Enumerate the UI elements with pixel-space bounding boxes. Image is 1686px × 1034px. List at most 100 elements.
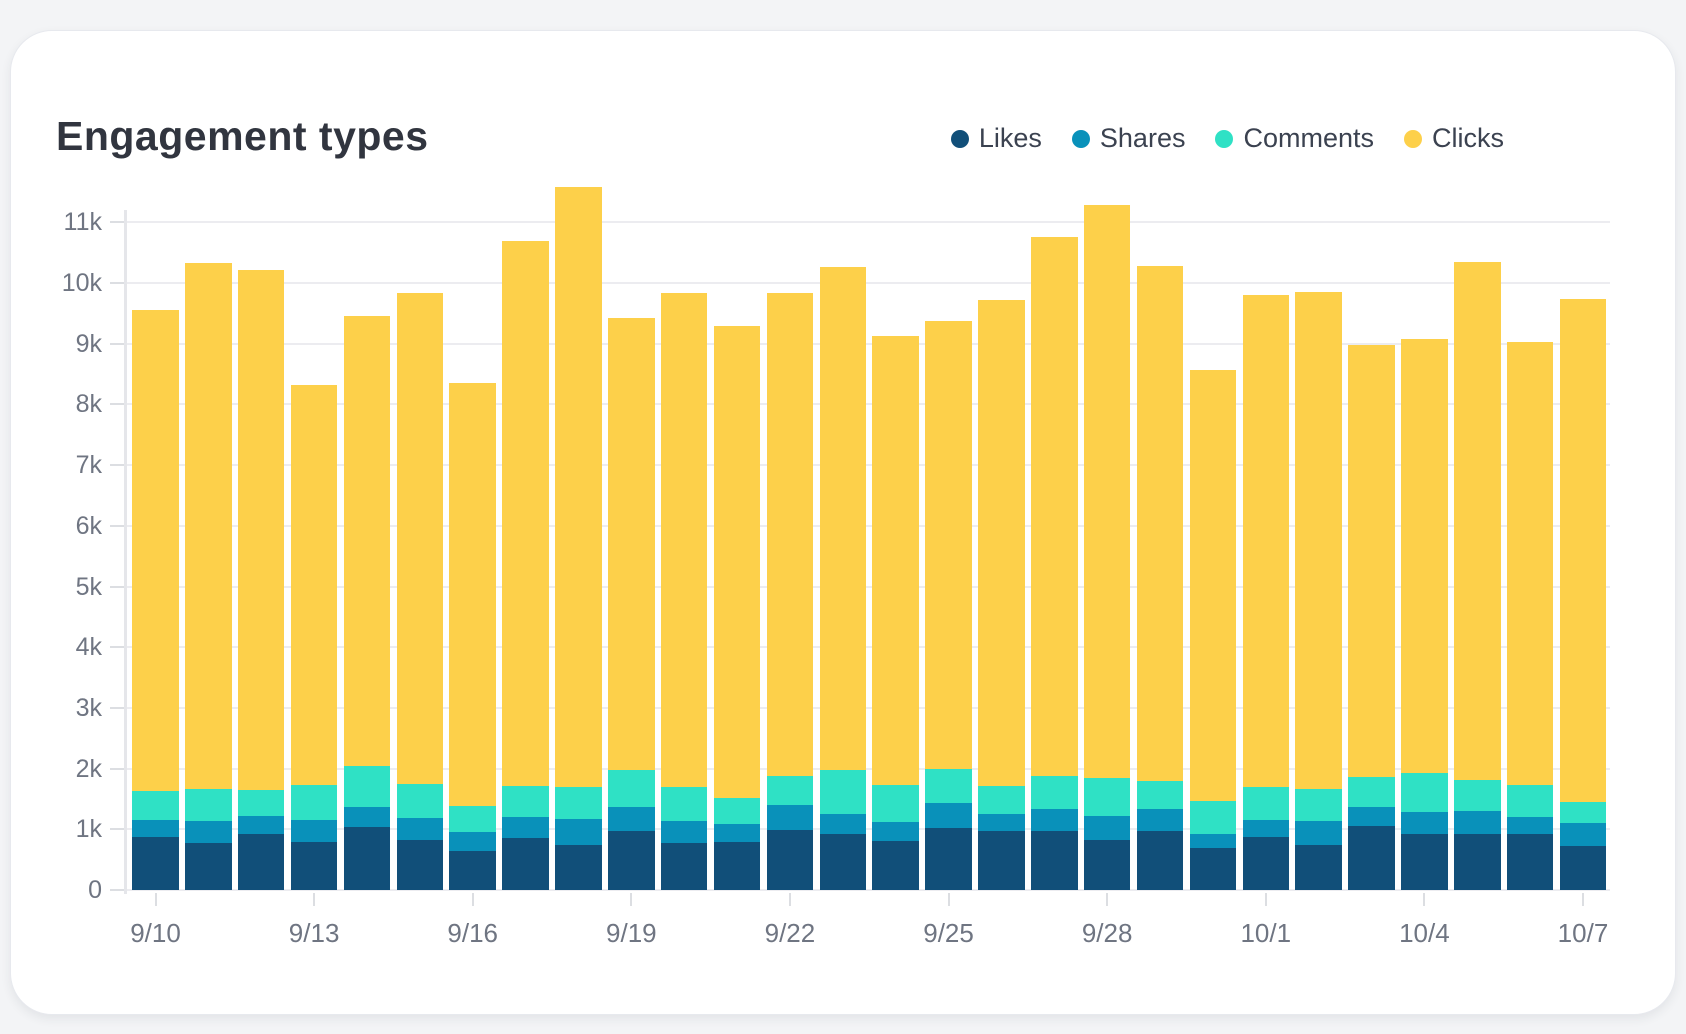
x-axis-label: 9/22 [764,918,816,948]
clicks-segment [925,321,972,769]
likes-segment [1189,847,1237,890]
bar-9-21 [713,326,761,890]
x-axis-tick [1423,893,1426,906]
comments-segment [660,787,708,821]
y-axis-label: 11k [63,208,102,237]
legend-label: Clicks [1432,123,1504,153]
shares-segment [1559,822,1607,847]
shares-segment [396,817,444,840]
bar-10-5 [1454,261,1501,890]
gridline-4k [126,646,1610,649]
likes-segment [819,834,867,890]
likes-segment [713,842,761,890]
legend-dot-shares-icon [1071,129,1090,148]
clicks-segment [449,383,496,807]
x-axis-tick [154,893,157,906]
y-axis-tick [110,767,124,770]
shares-segment [766,805,814,830]
x-axis-tick [788,893,791,906]
comments-segment [925,768,972,803]
likes-segment [608,831,655,890]
comments-segment [1559,802,1607,823]
likes-segment [978,830,1025,890]
legend-item-likes[interactable]: Likes [950,123,1042,154]
legend-dot-comments-icon [1215,129,1234,148]
legend-item-shares[interactable]: Shares [1071,123,1186,154]
bar-9-15 [396,292,444,890]
comments-segment [713,797,761,825]
y-axis-tick [110,646,124,649]
bar-9-16 [449,383,496,890]
bar-9-26 [978,300,1025,890]
shares-segment [1189,833,1237,848]
y-axis-label: 9k [75,329,102,358]
likes-segment [1401,834,1448,890]
likes-segment [132,837,179,890]
bar-9-18 [555,186,602,890]
comments-segment [978,785,1025,814]
shares-segment [1242,819,1290,837]
y-axis-label: 8k [75,390,102,419]
likes-segment [872,840,919,890]
gridline-2k [126,767,1610,770]
clicks-segment [502,240,549,786]
shares-segment [1136,809,1184,831]
comments-segment [1189,800,1237,834]
x-axis-tick [313,893,316,906]
likes-segment [1242,836,1290,890]
legend-label: Likes [978,123,1042,153]
clicks-segment [713,326,761,798]
clicks-segment [608,318,655,771]
comments-segment [449,806,496,833]
comments-segment [819,769,867,815]
shares-segment [925,802,972,829]
comments-segment [1242,786,1290,820]
likes-segment [1348,825,1395,890]
bar-9-23 [819,266,867,890]
bar-9-13 [290,385,338,890]
clicks-segment [1295,291,1342,790]
y-axis-tick [110,524,124,527]
clicks-segment [1506,341,1554,785]
shares-segment [819,814,867,835]
y-axis-label: 5k [75,572,102,601]
bar-9-29 [1136,266,1184,890]
bar-9-10 [132,310,179,890]
comments-segment [1083,778,1131,816]
y-axis-label: 2k [75,754,102,783]
comments-segment [1506,785,1554,817]
shares-segment [1031,809,1078,831]
x-axis-label: 9/28 [1081,918,1133,948]
shares-segment [502,816,549,839]
clicks-segment [290,385,338,786]
shares-segment [343,806,391,827]
clicks-segment [1136,266,1184,782]
comments-segment [608,770,655,808]
clicks-segment [396,292,444,784]
y-axis-label: 0 [88,876,102,904]
shares-segment [555,819,602,846]
legend-item-clicks[interactable]: Clicks [1404,123,1504,154]
gridline-10k [126,282,1610,284]
comments-segment [343,765,391,807]
shares-segment [1295,820,1342,846]
clicks-segment [1083,205,1131,779]
x-axis-tick [1264,893,1267,906]
bar-9-28 [1083,205,1131,890]
comments-segment [766,775,814,806]
legend-dot-clicks-icon [1404,129,1422,148]
legend-item-comments[interactable]: Comments [1215,123,1374,154]
likes-segment [1083,840,1131,890]
y-axis-tick [110,342,124,345]
gridline-1k [126,828,1610,831]
y-axis-tick [110,828,124,831]
shares-segment [290,820,338,843]
comments-segment [502,785,549,817]
bar-10-3 [1348,344,1395,890]
shares-segment [185,821,232,843]
y-axis-label: 6k [75,511,102,540]
legend-label: Shares [1099,123,1186,153]
gridline-6k [126,524,1610,527]
